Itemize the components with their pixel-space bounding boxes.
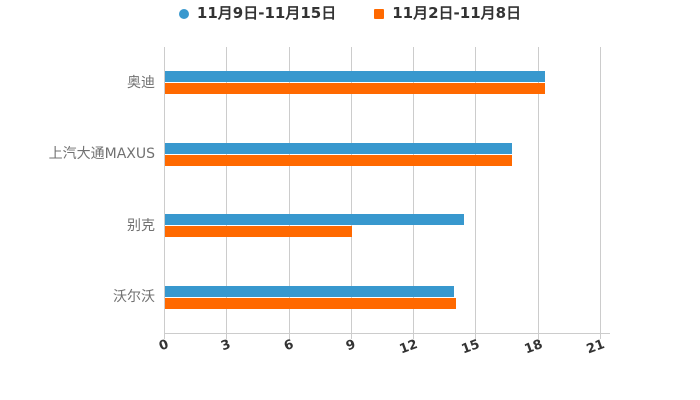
- category-row: 上汽大通MAXUS: [49, 142, 512, 166]
- plot-area: 0 3 6 9 12 15 18 21 奥迪上汽大通MAXUS 别克沃尔沃: [49, 47, 610, 357]
- bar-week2[interactable]: [165, 285, 454, 297]
- x-axis-tick: [164, 334, 165, 339]
- legend-item-week2[interactable]: 11月9日-11月15日: [178, 4, 337, 22]
- legend: 11月9日-11月15日 11月2日-11月8日: [0, 6, 700, 21]
- bar-week1[interactable]: [165, 297, 456, 309]
- legend-circle-marker-icon: [178, 8, 189, 19]
- bar-week1[interactable]: [165, 83, 545, 95]
- bar-week1[interactable]: [165, 154, 512, 166]
- gridline: [226, 47, 228, 333]
- x-axis-line: [164, 333, 610, 334]
- category-row: 奥迪: [127, 71, 545, 95]
- x-axis-tick-label: 15: [460, 337, 483, 358]
- category-label: 上汽大通MAXUS: [48, 146, 155, 163]
- legend-item-week1[interactable]: 11月2日-11月8日: [374, 6, 521, 21]
- bar-week1[interactable]: [165, 226, 352, 238]
- bar-week2[interactable]: [165, 71, 545, 83]
- legend-label: 11月9日-11月15日: [196, 4, 337, 22]
- legend-label: 11月2日-11月8日: [392, 4, 522, 22]
- x-axis-tick-label: 3: [219, 337, 234, 355]
- x-axis-tick: [288, 334, 290, 339]
- legend-square-marker-icon: [374, 8, 385, 19]
- gridline: [164, 47, 165, 333]
- gridline: [537, 47, 539, 333]
- category-label: 奥迪: [127, 74, 155, 91]
- x-axis-tick: [226, 334, 228, 339]
- x-axis-tick: [537, 334, 539, 339]
- x-axis-tick-label: 9: [344, 337, 358, 355]
- x-axis-tick-label: 18: [522, 337, 545, 358]
- gridline: [600, 47, 601, 333]
- gridline: [288, 47, 290, 333]
- category-label: 别克: [127, 217, 155, 234]
- x-axis-tick-label: 21: [584, 337, 607, 358]
- category-row: 沃尔沃: [113, 285, 456, 309]
- bar-week2[interactable]: [165, 214, 464, 226]
- x-axis-tick-label: 0: [157, 337, 171, 355]
- category-label: 沃尔沃: [113, 289, 155, 306]
- bar-week2[interactable]: [165, 142, 512, 154]
- gridline: [475, 47, 477, 333]
- x-axis-tick: [413, 334, 415, 339]
- gridline: [413, 47, 415, 333]
- gridline: [350, 47, 352, 333]
- x-axis-tick-label: 6: [281, 337, 296, 355]
- x-axis-tick: [600, 334, 601, 339]
- x-axis-tick: [475, 334, 477, 339]
- x-axis-tick: [350, 334, 352, 339]
- x-axis-tick-label: 12: [397, 337, 420, 358]
- category-row: 别克: [127, 214, 464, 238]
